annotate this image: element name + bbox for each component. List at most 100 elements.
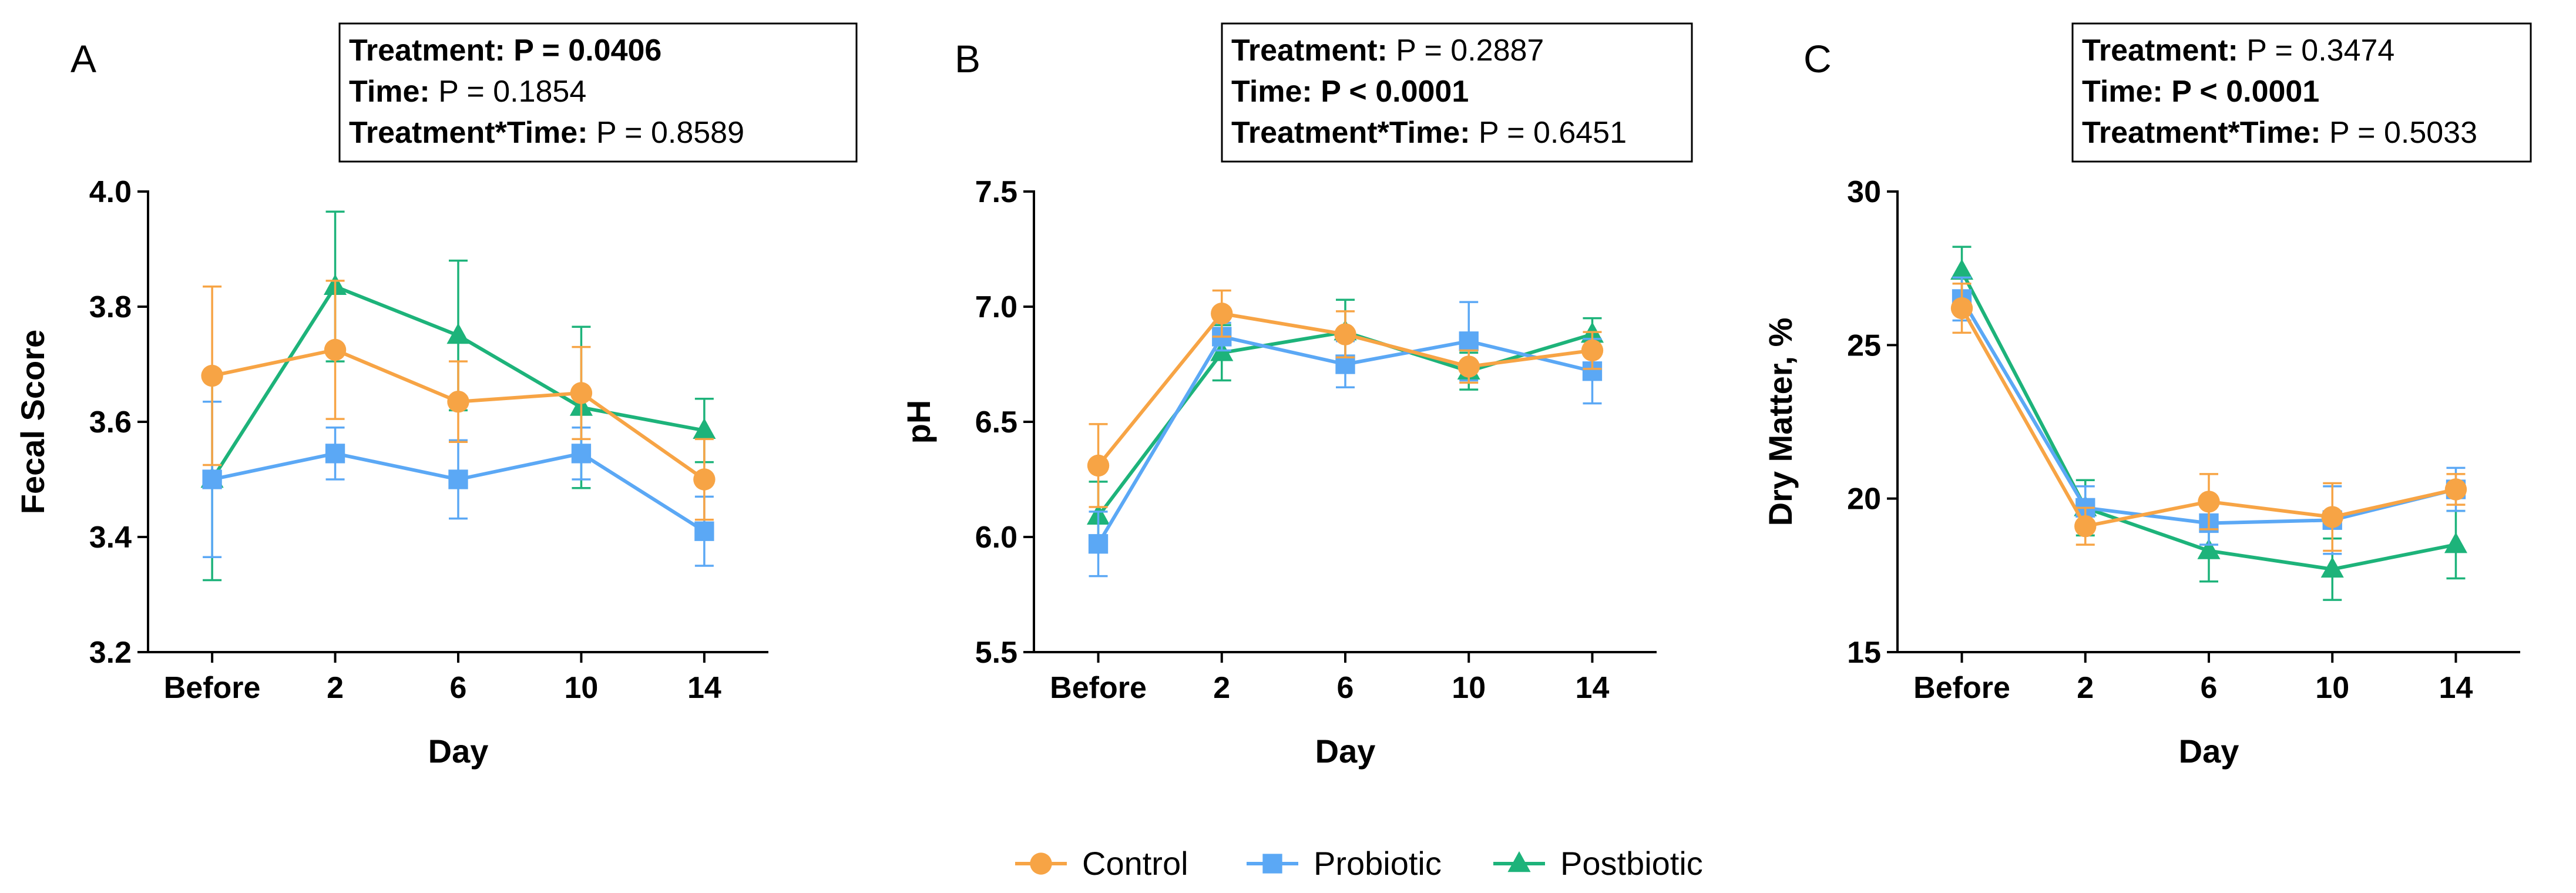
data-point [1950, 258, 1974, 280]
stats-line: Time: P = 0.1854 [349, 75, 586, 109]
stats-value: P = 0.8589 [596, 116, 744, 150]
stats-label: Treatment*Time: [349, 116, 596, 150]
y-tick-label: 6.5 [975, 405, 1017, 439]
y-tick-label: 25 [1847, 328, 1881, 362]
y-tick-label: 6.0 [975, 521, 1017, 555]
legend-label: Control [1082, 845, 1188, 882]
x-tick-label: Before [164, 671, 261, 705]
stats-line: Treatment*Time: P = 0.5033 [2082, 116, 2477, 150]
stats-label: Time: [349, 75, 438, 109]
data-point [325, 444, 345, 464]
stats-label: Treatment: [1231, 33, 1396, 68]
stats-line: Treatment*Time: P = 0.8589 [349, 116, 744, 150]
y-tick-label: 7.5 [975, 175, 1017, 209]
stats-line: Treatment: P = 0.0406 [349, 33, 661, 68]
legend-label: Probiotic [1314, 845, 1442, 882]
data-point [1950, 297, 1973, 320]
x-tick-label: Before [1913, 671, 2010, 705]
legend-marker [1507, 851, 1531, 872]
y-tick-label: 20 [1847, 482, 1881, 516]
stats-label: Time: [1231, 75, 1321, 109]
data-point [2444, 478, 2467, 501]
stats-label: Time: [2082, 75, 2171, 109]
y-tick-label: 3.6 [89, 405, 132, 439]
stats-line: Time: P < 0.0001 [2082, 75, 2319, 109]
y-tick-label: 3.4 [89, 521, 132, 555]
data-point [1087, 454, 1110, 477]
legend-marker [1030, 852, 1052, 875]
y-tick-label: 30 [1847, 175, 1881, 209]
x-tick-label: 10 [1452, 671, 1486, 705]
stats-label: Treatment: [349, 33, 513, 68]
data-point [694, 521, 714, 541]
stats-box [1221, 22, 1693, 163]
stats-value: P = 0.3474 [2246, 33, 2394, 68]
y-axis-label: Fecal Score [14, 330, 51, 514]
series-control [1950, 283, 2467, 552]
series-control [1087, 289, 1604, 508]
y-tick-label: 15 [1847, 636, 1881, 670]
y-tick-label: 3.8 [89, 290, 132, 324]
data-point [1581, 339, 1604, 362]
stats-value: P < 0.0001 [2171, 75, 2319, 109]
x-tick-label: 14 [1576, 671, 1610, 705]
x-tick-label: Before [1050, 671, 1147, 705]
data-point [324, 338, 347, 361]
x-axis-label: Day [1315, 733, 1376, 770]
legend-item-postbiotic: Postbiotic [1493, 845, 1703, 882]
legend-marker [1262, 854, 1282, 874]
data-point [693, 468, 716, 491]
data-point [2444, 532, 2468, 553]
data-point [202, 469, 222, 489]
x-tick-label: 6 [450, 671, 467, 705]
data-point [2197, 538, 2221, 559]
y-tick-label: 5.5 [975, 636, 1017, 670]
stats-line: Treatment: P = 0.2887 [1231, 33, 1544, 68]
stats-line: Time: P < 0.0001 [1231, 75, 1469, 109]
legend: Control Probiotic Postbiotic [1015, 845, 1703, 882]
data-point [2198, 491, 2220, 513]
legend-item-control: Control [1015, 845, 1188, 882]
data-point [447, 391, 469, 413]
data-point [1334, 323, 1356, 345]
panel-b: B Treatment: P = 0.2887 Time: P < 0.0001 Tr… [900, 22, 1693, 770]
data-point [448, 469, 468, 489]
y-tick-label: 4.0 [89, 175, 132, 209]
stats-value: P < 0.0001 [1321, 75, 1469, 109]
legend-item-probiotic: Probiotic [1247, 845, 1442, 882]
panel-label: B [955, 37, 980, 80]
panel-label: A [70, 37, 96, 80]
data-point [570, 382, 593, 404]
data-point [2321, 506, 2343, 528]
stats-label: Treatment: [2082, 33, 2246, 68]
x-axis-label: Day [2179, 733, 2239, 770]
panel-a: A Treatment: P = 0.0406 Time: P = 0.1854 Tr… [14, 22, 858, 770]
data-point [693, 418, 716, 439]
panel-label: C [1803, 37, 1832, 80]
stats-label: Treatment*Time: [1231, 116, 1479, 150]
panel-c: C Treatment: P = 0.3474 Time: P < 0.0001 Tr… [1762, 22, 2532, 770]
data-point [2074, 515, 2097, 538]
y-axis-label: pH [900, 400, 937, 444]
x-axis-label: Day [428, 733, 489, 770]
stats-value: P = 0.1854 [438, 75, 586, 109]
panels: A Treatment: P = 0.0406 Time: P = 0.1854 Tr… [14, 22, 2532, 770]
stats-line: Treatment*Time: P = 0.6451 [1231, 116, 1627, 150]
x-tick-label: 10 [565, 671, 599, 705]
x-tick-label: 14 [687, 671, 721, 705]
data-point [1459, 331, 1479, 351]
y-axis-label: Dry Matter, % [1762, 318, 1799, 526]
x-tick-label: 2 [1213, 671, 1230, 705]
stats-box [338, 22, 858, 163]
x-tick-label: 2 [327, 671, 344, 705]
data-point [1211, 303, 1233, 325]
x-tick-label: 6 [2201, 671, 2218, 705]
data-point [201, 364, 223, 387]
y-tick-label: 3.2 [89, 636, 132, 670]
stats-label: Treatment*Time: [2082, 116, 2329, 150]
x-tick-label: 2 [2077, 671, 2094, 705]
x-tick-label: 6 [1337, 671, 1354, 705]
stats-value: P = 0.6451 [1479, 116, 1627, 150]
stats-value: P = 0.2887 [1396, 33, 1544, 68]
